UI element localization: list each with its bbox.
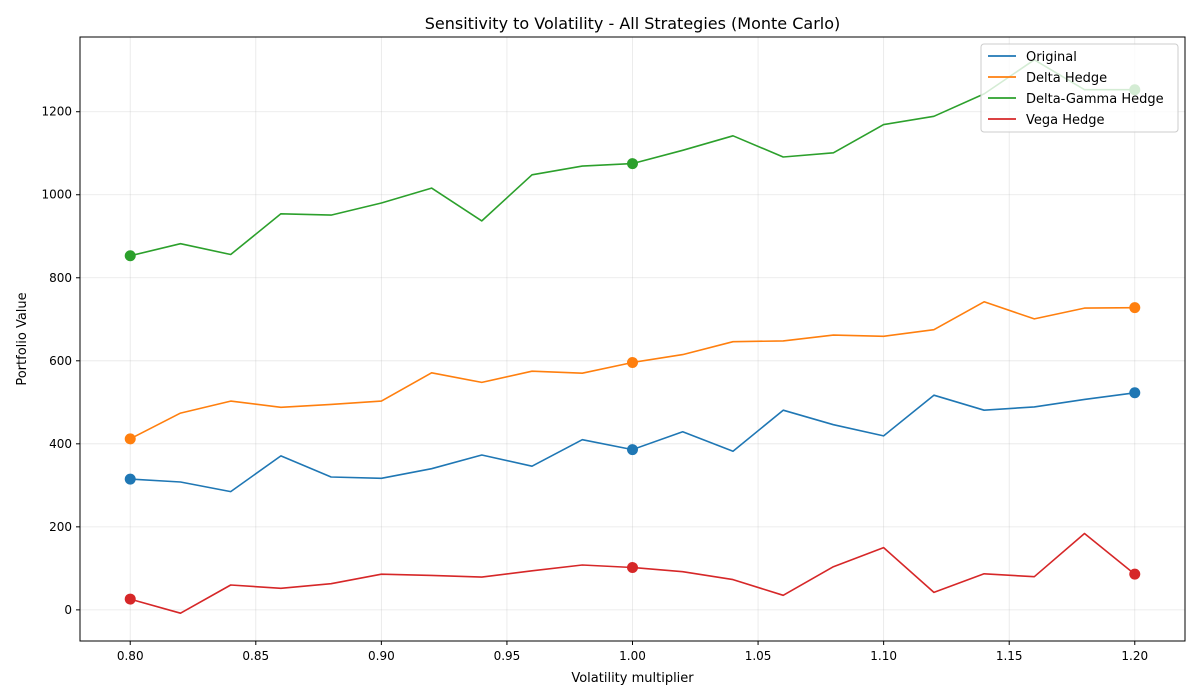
x-tick-label: 0.80 xyxy=(117,649,144,663)
grid-lines xyxy=(80,37,1185,641)
legend-label-vega-hedge: Vega Hedge xyxy=(1026,113,1105,128)
x-tick-label: 1.20 xyxy=(1121,649,1148,663)
chart-title: Sensitivity to Volatility - All Strategi… xyxy=(425,14,841,33)
x-axis-label: Volatility multiplier xyxy=(571,671,694,686)
x-tick-label: 1.15 xyxy=(996,649,1023,663)
x-tick-label: 0.85 xyxy=(242,649,269,663)
x-tick-label: 0.90 xyxy=(368,649,395,663)
legend-label-delta-gamma-hedge: Delta-Gamma Hedge xyxy=(1026,92,1164,107)
y-tick-label: 1200 xyxy=(41,105,72,119)
y-tick-label: 200 xyxy=(49,520,72,534)
legend-label-delta-hedge: Delta Hedge xyxy=(1026,71,1107,86)
legend-label-original: Original xyxy=(1026,50,1077,65)
y-tick-label: 0 xyxy=(64,603,72,617)
x-tick-label: 1.10 xyxy=(870,649,897,663)
data-point-vega-hedge xyxy=(627,562,638,574)
legend-box xyxy=(980,43,1179,133)
x-tick-label: 1.00 xyxy=(619,649,646,663)
data-point-delta-gamma-hedge xyxy=(124,250,136,262)
data-point-delta-hedge xyxy=(124,433,136,445)
y-tick-label: 600 xyxy=(49,354,72,368)
data-point-delta-hedge xyxy=(1129,302,1141,314)
data-point-delta-hedge xyxy=(627,356,638,368)
y-axis-ticks: 0 200 400 600 800 1000 1200 xyxy=(41,105,80,617)
x-tick-label: 1.05 xyxy=(745,649,772,663)
y-axis-label: Portfolio Value xyxy=(15,292,30,385)
data-point-original xyxy=(124,473,136,485)
y-tick-label: 400 xyxy=(49,437,72,451)
data-point-original xyxy=(627,444,638,456)
x-axis-ticks: 0.80 0.85 0.90 0.95 1.00 1.05 1.10 1.15 1.20 xyxy=(117,641,1148,663)
y-tick-label: 800 xyxy=(49,271,72,285)
series-lines xyxy=(124,58,1141,615)
data-point-delta-gamma-hedge xyxy=(627,158,638,170)
x-tick-label: 0.95 xyxy=(494,649,521,663)
data-point-vega-hedge xyxy=(124,593,136,605)
data-point-original xyxy=(1129,387,1141,399)
y-tick-label: 1000 xyxy=(41,188,72,202)
data-point-vega-hedge xyxy=(1129,568,1141,580)
legend: Original Delta Hedge Delta-Gamma Hedge Vega… xyxy=(980,43,1179,133)
